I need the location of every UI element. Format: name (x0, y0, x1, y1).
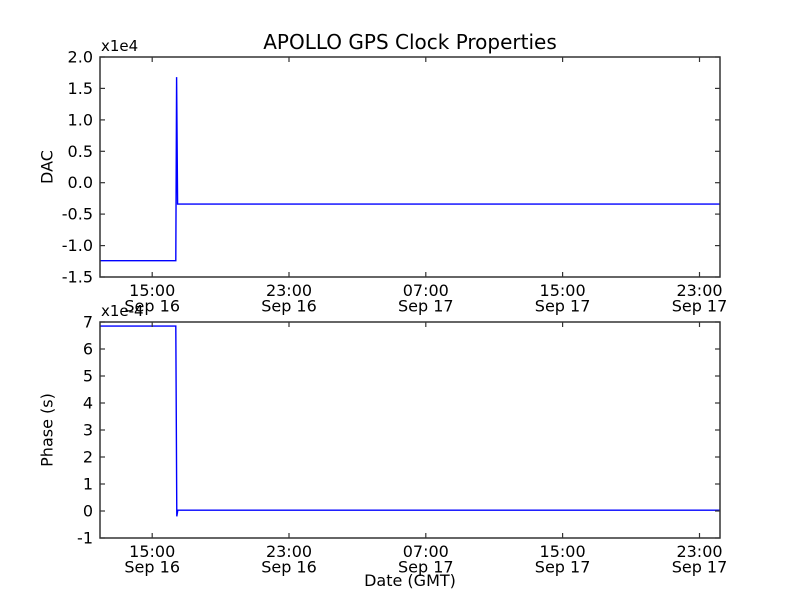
y-tick-label: 1 (83, 475, 93, 494)
y-tick-label: -1.0 (62, 236, 93, 255)
x-tick-label: 15:00 (129, 542, 175, 561)
x-tick-label: Sep 17 (535, 558, 591, 577)
x-tick-label: 23:00 (676, 281, 722, 300)
x-tick-label: Sep 16 (261, 297, 317, 316)
y-tick-label: -1 (77, 529, 93, 548)
y-tick-label: 4 (83, 394, 93, 413)
y-tick-label: 2 (83, 448, 93, 467)
x-tick-label: Sep 16 (124, 558, 180, 577)
y-tick-label: -1.5 (62, 268, 93, 287)
y-tick-label: 0.0 (68, 173, 93, 192)
x-tick-label: Sep 17 (535, 297, 591, 316)
x-tick-label: 07:00 (403, 542, 449, 561)
x-tick-label: Sep 16 (261, 558, 317, 577)
x-tick-label: 15:00 (129, 281, 175, 300)
x-tick-label: Sep 17 (672, 297, 728, 316)
x-tick-label: 07:00 (403, 281, 449, 300)
y-axis-label-phase: Phase (s) (37, 393, 57, 467)
x-tick-label: 23:00 (676, 542, 722, 561)
y-tick-label: 3 (83, 421, 93, 440)
x-tick-label: Sep 17 (398, 297, 454, 316)
y-tick-label: 5 (83, 367, 93, 386)
y-tick-label: 0 (83, 502, 93, 521)
x-tick-label: 23:00 (266, 281, 312, 300)
x-tick-label: Sep 16 (124, 297, 180, 316)
y-offset-label-bottom: x1e-4 (101, 302, 144, 320)
axes-frame (99, 56, 721, 278)
y-tick-label: 1.0 (68, 110, 93, 129)
data-line (100, 325, 720, 517)
x-tick-label: Sep 17 (672, 558, 728, 577)
y-tick-label: 7 (83, 313, 93, 332)
x-tick-label: 23:00 (266, 542, 312, 561)
y-axis-label-dac: DAC (37, 150, 57, 184)
x-tick-label: Sep 17 (398, 558, 454, 577)
y-tick-label: 0.5 (68, 142, 93, 161)
x-tick-label: 15:00 (540, 281, 586, 300)
y-tick-label: 6 (83, 340, 93, 359)
x-axis-label: Date (GMT) (364, 571, 456, 590)
y-tick-label: -0.5 (62, 205, 93, 224)
y-offset-label-top: x1e4 (101, 37, 139, 55)
y-tick-label: 1.5 (68, 79, 93, 98)
axes-frame (99, 321, 721, 539)
figure-title: APOLLO GPS Clock Properties (263, 30, 557, 54)
data-line (100, 77, 720, 262)
x-tick-label: 15:00 (540, 542, 586, 561)
y-tick-label: 2.0 (68, 48, 93, 67)
